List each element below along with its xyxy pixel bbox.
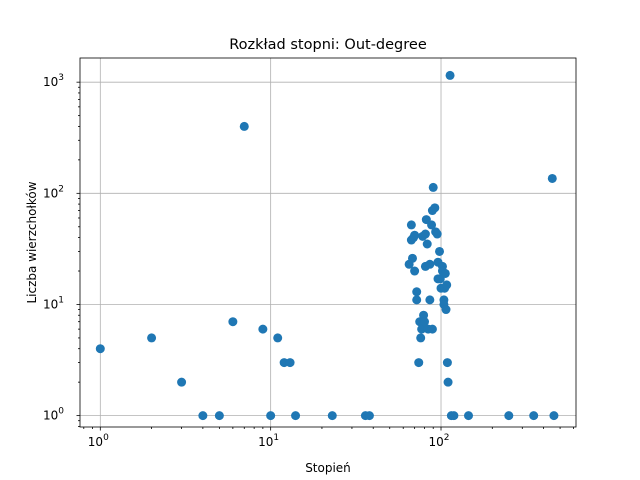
data-point-28 (417, 324, 427, 334)
data-point-5 (228, 317, 238, 327)
data-point-18 (406, 220, 416, 230)
data-point-64 (464, 411, 474, 421)
data-point-13 (327, 411, 337, 421)
data-point-37 (425, 259, 435, 269)
data-point-60 (443, 377, 453, 387)
data-point-32 (420, 229, 430, 239)
data-point-11 (285, 358, 295, 368)
data-point-23 (412, 287, 422, 297)
data-point-57 (441, 305, 451, 315)
data-point-58 (442, 280, 452, 290)
data-point-43 (430, 203, 440, 213)
data-point-66 (529, 411, 539, 421)
data-point-15 (364, 411, 374, 421)
data-point-1 (147, 333, 157, 343)
data-point-42 (428, 182, 438, 192)
data-point-59 (442, 358, 452, 368)
chart-title: Rozkład stopni: Out-degree (229, 37, 427, 53)
data-point-45 (432, 229, 442, 239)
data-point-61 (445, 70, 455, 80)
data-point-24 (412, 295, 422, 305)
data-point-22 (410, 266, 420, 276)
data-point-3 (198, 411, 208, 421)
data-point-21 (410, 230, 420, 240)
plot-frame (79, 57, 577, 428)
data-point-2 (177, 377, 187, 387)
data-point-68 (549, 411, 559, 421)
data-point-56 (440, 268, 450, 278)
data-point-27 (416, 333, 426, 343)
data-point-19 (407, 253, 417, 263)
data-point-31 (420, 317, 430, 327)
data-point-48 (435, 246, 445, 256)
data-point-9 (273, 333, 283, 343)
data-point-25 (414, 358, 424, 368)
data-point-6 (239, 121, 249, 131)
data-point-12 (291, 411, 301, 421)
data-point-7 (258, 324, 268, 334)
data-point-40 (427, 324, 437, 334)
data-point-0 (95, 344, 105, 354)
data-point-63 (449, 411, 459, 421)
data-point-67 (547, 173, 557, 183)
grid-layer (80, 58, 576, 427)
data-point-35 (422, 239, 432, 249)
data-point-39 (427, 220, 437, 230)
x-axis-label: Stopień (305, 461, 351, 475)
y-axis-label: Liczba wierzchołków (25, 181, 39, 303)
points-layer (95, 70, 559, 421)
data-point-65 (504, 411, 514, 421)
data-point-4 (214, 411, 224, 421)
data-point-38 (425, 295, 435, 305)
data-point-8 (266, 411, 276, 421)
